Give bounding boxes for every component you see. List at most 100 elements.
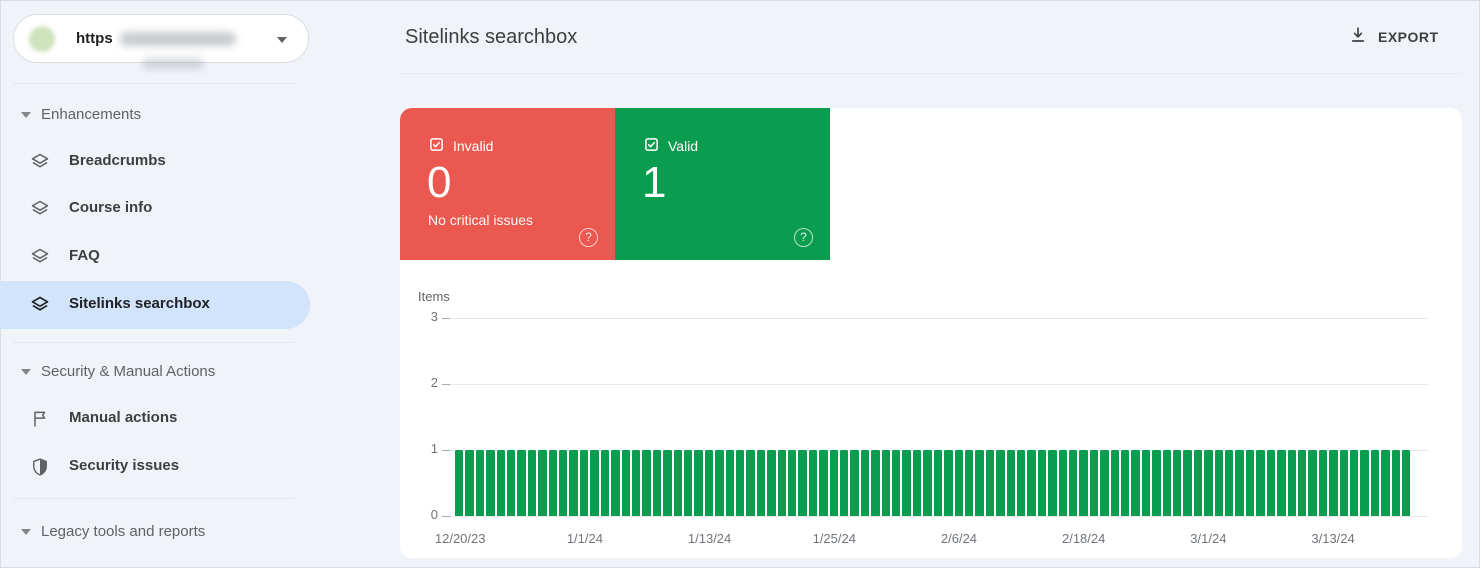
bar[interactable] [1058, 450, 1067, 516]
bar[interactable] [579, 450, 589, 516]
bar[interactable] [1391, 450, 1400, 516]
bar[interactable] [1121, 450, 1130, 516]
bar[interactable] [1048, 450, 1057, 516]
bar[interactable] [912, 450, 922, 516]
bar[interactable] [590, 450, 599, 516]
sidebar-item-course-info[interactable]: Course info [0, 185, 310, 233]
bar[interactable] [725, 450, 734, 516]
bar[interactable] [788, 450, 797, 516]
sidebar-section-legacy-tools[interactable]: Legacy tools and reports [0, 520, 340, 544]
bar[interactable] [621, 450, 630, 516]
bar[interactable] [767, 450, 776, 516]
sidebar-item-manual-actions[interactable]: Manual actions [0, 395, 310, 443]
bar[interactable] [1152, 450, 1161, 516]
bar[interactable] [663, 450, 672, 516]
bar[interactable] [829, 450, 839, 516]
bar[interactable] [600, 450, 610, 516]
bar[interactable] [808, 450, 818, 516]
bar[interactable] [996, 450, 1005, 516]
bar[interactable] [507, 450, 516, 516]
bar[interactable] [1287, 450, 1296, 516]
bar[interactable] [798, 450, 807, 516]
property-selector[interactable]: https [13, 14, 309, 69]
bar[interactable] [954, 450, 963, 516]
bar[interactable] [1318, 450, 1328, 516]
bar[interactable] [840, 450, 849, 516]
bar[interactable] [746, 450, 755, 516]
bar[interactable] [871, 450, 880, 516]
bar[interactable] [1204, 450, 1213, 516]
bar[interactable] [673, 450, 682, 516]
sidebar-item-breadcrumbs[interactable]: Breadcrumbs [0, 138, 310, 186]
bar[interactable] [1027, 450, 1036, 516]
bar[interactable] [881, 450, 891, 516]
bar[interactable] [985, 450, 995, 516]
bar[interactable] [642, 450, 651, 516]
sidebar-item-faq[interactable]: FAQ [0, 233, 310, 281]
bar[interactable] [1308, 450, 1317, 516]
invalid-card[interactable]: Invalid 0 No critical issues ? [400, 108, 615, 260]
bar[interactable] [1110, 450, 1119, 516]
bar[interactable] [1173, 450, 1182, 516]
help-circle-icon[interactable]: ? [579, 228, 598, 247]
bar[interactable] [1360, 450, 1369, 516]
bar[interactable] [1131, 450, 1140, 516]
bar[interactable] [486, 450, 495, 516]
bar[interactable] [975, 450, 984, 516]
bar[interactable] [1297, 450, 1307, 516]
bar[interactable] [1277, 450, 1286, 516]
bar[interactable] [683, 450, 693, 516]
bar[interactable] [1266, 450, 1276, 516]
bar[interactable] [517, 450, 526, 516]
bar[interactable] [465, 450, 474, 516]
bar[interactable] [1370, 450, 1380, 516]
export-button[interactable]: EXPORT [1349, 22, 1439, 52]
bar[interactable] [944, 450, 953, 516]
bar[interactable] [611, 450, 620, 516]
bar[interactable] [1141, 450, 1151, 516]
bar[interactable] [527, 450, 537, 516]
bar[interactable] [631, 450, 641, 516]
sidebar-section-enhancements[interactable]: Enhancements [0, 103, 340, 127]
bar[interactable] [694, 450, 703, 516]
bar[interactable] [923, 450, 932, 516]
bar[interactable] [538, 450, 547, 516]
bar[interactable] [1162, 450, 1172, 516]
bar[interactable] [1225, 450, 1234, 516]
bar[interactable] [1256, 450, 1265, 516]
bar[interactable] [777, 450, 786, 516]
bar[interactable] [902, 450, 911, 516]
bar[interactable] [735, 450, 745, 516]
bar[interactable] [1037, 450, 1047, 516]
help-circle-icon[interactable]: ? [794, 228, 813, 247]
bar[interactable] [756, 450, 766, 516]
bars[interactable] [455, 318, 1411, 516]
bar[interactable] [455, 450, 464, 516]
valid-card[interactable]: Valid 1 ? [615, 108, 830, 260]
bar[interactable] [1381, 450, 1390, 516]
bar[interactable] [964, 450, 974, 516]
bar[interactable] [548, 450, 558, 516]
bar[interactable] [1349, 450, 1359, 516]
bar[interactable] [819, 450, 828, 516]
bar[interactable] [1079, 450, 1088, 516]
bar[interactable] [850, 450, 859, 516]
bar[interactable] [1214, 450, 1224, 516]
bar[interactable] [1193, 450, 1203, 516]
bar[interactable] [1100, 450, 1109, 516]
bar[interactable] [1235, 450, 1244, 516]
bar[interactable] [1329, 450, 1338, 516]
bar[interactable] [475, 450, 485, 516]
bar[interactable] [1339, 450, 1348, 516]
sidebar-item-sitelinks-searchbox[interactable]: Sitelinks searchbox [0, 281, 310, 329]
bar[interactable] [704, 450, 714, 516]
sidebar-item-security-issues[interactable]: Security issues [0, 443, 310, 491]
bar[interactable] [652, 450, 662, 516]
bar[interactable] [1089, 450, 1099, 516]
bar[interactable] [933, 450, 943, 516]
bar[interactable] [1016, 450, 1026, 516]
bar[interactable] [860, 450, 870, 516]
bar[interactable] [892, 450, 901, 516]
bar[interactable] [1401, 450, 1411, 516]
bar[interactable] [496, 450, 506, 516]
